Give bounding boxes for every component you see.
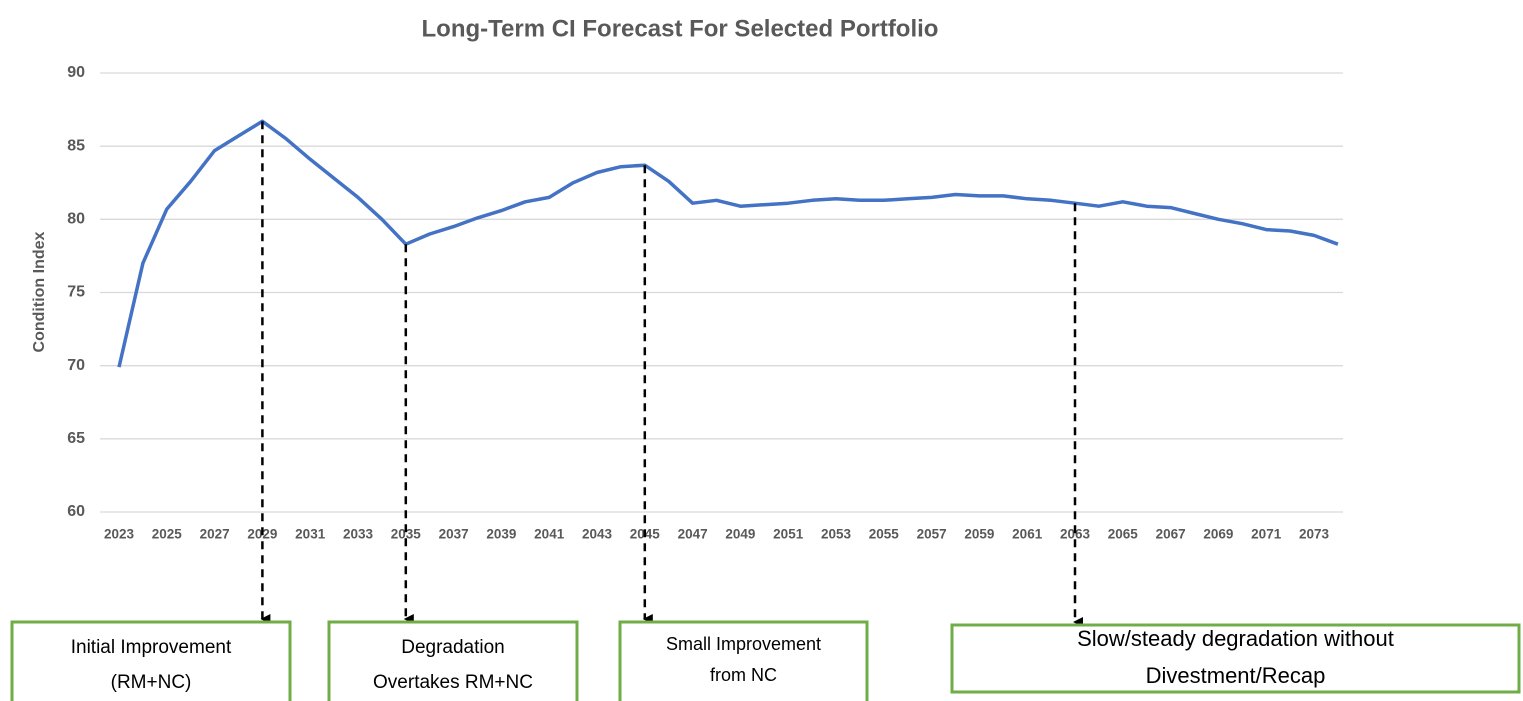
annotation-text: from NC: [710, 665, 777, 685]
annotation-text: Small Improvement: [666, 634, 821, 654]
y-tick-label: 70: [67, 357, 85, 374]
annotation-text: (RM+NC): [111, 672, 192, 693]
chart-title: Long-Term CI Forecast For Selected Portf…: [422, 15, 939, 42]
x-tick-label: 2055: [869, 527, 900, 542]
annotation-box: [618, 620, 869, 701]
x-tick-label: 2043: [582, 527, 613, 542]
annotation-text: Slow/steady degradation without: [1077, 626, 1394, 651]
annotation-text: Divestment/Recap: [1146, 663, 1326, 688]
x-tick-label: 2073: [1299, 527, 1330, 542]
annotation-text: Overtakes RM+NC: [373, 672, 533, 693]
x-tick-label: 2039: [486, 527, 516, 542]
y-tick-label: 85: [67, 137, 85, 154]
y-tick-label: 75: [67, 284, 85, 301]
x-tick-label: 2057: [917, 527, 947, 542]
y-tick-label: 90: [67, 64, 85, 81]
x-tick-label: 2063: [1060, 527, 1091, 542]
annotation-text: Initial Improvement: [71, 637, 232, 658]
x-tick-label: 2071: [1251, 527, 1282, 542]
y-axis-label: Condition Index: [31, 231, 48, 352]
x-tick-label: 2027: [200, 527, 230, 542]
x-tick-label: 2053: [821, 527, 852, 542]
x-tick-label: 2037: [439, 527, 469, 542]
x-tick-label: 2065: [1108, 527, 1139, 542]
x-tick-label: 2061: [1012, 527, 1043, 542]
x-tick-label: 2047: [678, 527, 708, 542]
y-tick-label: 65: [67, 430, 85, 447]
x-tick-label: 2069: [1203, 527, 1233, 542]
x-tick-label: 2025: [152, 527, 183, 542]
data-line: [117, 119, 1339, 368]
annotation-box: [950, 623, 1521, 694]
x-tick-label: 2035: [391, 527, 422, 542]
x-tick-label: 2033: [343, 527, 374, 542]
x-tick-label: 2031: [295, 527, 326, 542]
x-tick-label: 2049: [725, 527, 755, 542]
y-tick-label: 60: [67, 503, 85, 520]
annotation-box: [327, 620, 579, 701]
annotation-box: [10, 620, 292, 701]
y-tick-label: 80: [67, 211, 85, 228]
x-tick-label: 2059: [964, 527, 994, 542]
x-tick-label: 2041: [534, 527, 565, 542]
x-tick-label: 2023: [104, 527, 135, 542]
x-tick-label: 2051: [773, 527, 804, 542]
annotation-text: Degradation: [401, 637, 505, 658]
x-tick-label: 2067: [1156, 527, 1186, 542]
